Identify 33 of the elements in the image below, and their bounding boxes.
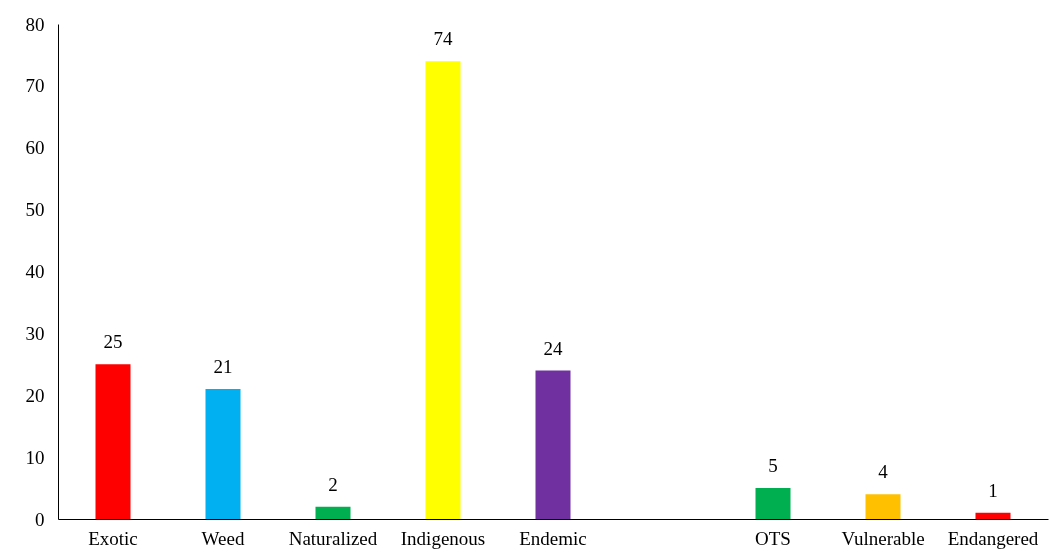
bar	[315, 506, 351, 519]
x-tick-label: Vulnerable	[841, 527, 925, 549]
x-tick-label: Endemic	[519, 527, 587, 549]
y-tick-label: 10	[25, 446, 45, 468]
x-tick-label: Weed	[201, 527, 245, 549]
x-tick-label: Exotic	[88, 527, 138, 549]
y-tick-label: 40	[25, 261, 45, 282]
bar	[975, 512, 1011, 519]
y-tick-label: 60	[25, 137, 45, 159]
y-tick-label: 20	[25, 384, 45, 406]
data-label: 21	[213, 356, 233, 378]
bar	[865, 494, 901, 519]
data-label: 24	[543, 337, 563, 359]
x-tick-label: Endangered	[947, 527, 1039, 549]
bar	[425, 61, 461, 519]
bar	[755, 488, 791, 519]
y-tick-label: 0	[35, 508, 45, 530]
x-tick-label: Indigenous	[400, 527, 486, 549]
bar	[95, 364, 131, 519]
data-label: 74	[433, 28, 453, 50]
data-label: 4	[878, 461, 889, 483]
y-tick-label: 80	[25, 13, 45, 35]
data-label: 25	[103, 331, 123, 353]
bar	[535, 370, 571, 519]
data-label: 5	[768, 455, 778, 477]
data-label: 2	[328, 473, 338, 495]
y-tick-label: 70	[25, 75, 45, 97]
x-tick-label: Naturalized	[288, 527, 378, 549]
y-tick-label: 50	[25, 199, 45, 221]
data-label: 1	[988, 479, 998, 501]
y-tick-label: 30	[25, 322, 45, 344]
x-tick-label: OTS	[755, 527, 791, 549]
bar	[205, 389, 241, 519]
